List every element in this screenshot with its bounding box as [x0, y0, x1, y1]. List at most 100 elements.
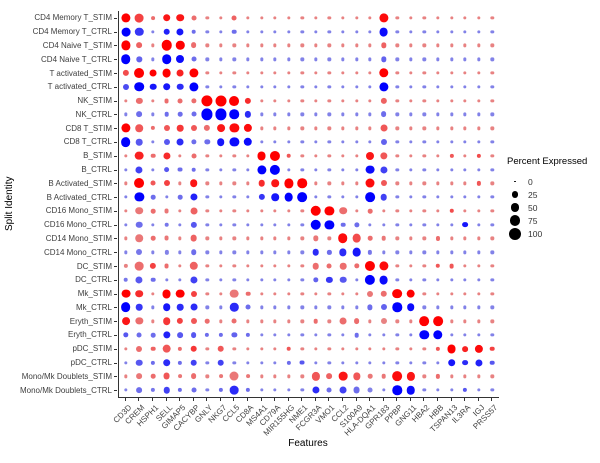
- expression-dot: [354, 43, 359, 48]
- x-tick-mark: [355, 398, 357, 401]
- expression-dot: [409, 222, 413, 227]
- expression-dot: [273, 98, 277, 103]
- expression-dot: [217, 359, 225, 366]
- expression-dot: [232, 222, 237, 227]
- expression-dot: [463, 140, 467, 144]
- expression-dot: [395, 278, 399, 282]
- expression-dot: [300, 222, 304, 227]
- expression-dot: [422, 305, 427, 310]
- expression-dot: [422, 126, 427, 130]
- expression-dot: [273, 305, 277, 310]
- expression-dot: [246, 264, 250, 268]
- x-tick-mark: [165, 398, 167, 401]
- expression-dot: [259, 29, 264, 34]
- expression-dot: [259, 278, 264, 282]
- expression-dot: [136, 304, 143, 311]
- y-tick-mark: [114, 59, 117, 61]
- x-tick-mark: [260, 398, 262, 401]
- expression-dot: [395, 57, 399, 61]
- expression-dot: [232, 43, 237, 48]
- expression-dot: [449, 222, 454, 227]
- expression-dot: [124, 112, 128, 117]
- y-tick-label: Mono/Mk Doublets_CTRL: [19, 385, 112, 395]
- expression-dot: [124, 195, 128, 199]
- expression-dot: [490, 305, 494, 310]
- y-tick-label: Mk_CTRL: [75, 302, 112, 312]
- y-tick-label: CD4 Memory T_STIM: [34, 13, 112, 23]
- expression-dot: [476, 153, 481, 158]
- expression-dot: [243, 137, 253, 147]
- expression-dot: [286, 85, 291, 89]
- expression-dot: [368, 360, 372, 365]
- expression-dot: [379, 82, 389, 92]
- expression-dot: [380, 290, 387, 297]
- x-tick-mark: [409, 398, 411, 401]
- expression-dot: [449, 43, 454, 48]
- expression-dot: [490, 374, 494, 378]
- expression-dot: [216, 138, 225, 146]
- expression-dot: [368, 29, 372, 34]
- expression-dot: [176, 138, 184, 146]
- percent-expressed-legend: Percent Expressed 0 25 50 75 100: [507, 156, 599, 241]
- expression-dot: [300, 112, 304, 117]
- expression-dot: [161, 54, 172, 65]
- expression-dot: [123, 332, 129, 338]
- expression-dot: [286, 264, 291, 268]
- expression-dot: [490, 291, 494, 296]
- expression-dot: [162, 317, 171, 325]
- expression-dot: [422, 360, 427, 365]
- expression-dot: [120, 137, 131, 147]
- expression-dot: [273, 291, 277, 296]
- expression-dot: [273, 222, 277, 227]
- expression-dot: [273, 319, 277, 323]
- expression-dot: [368, 140, 372, 144]
- expression-dot: [273, 43, 277, 48]
- expression-dot: [175, 41, 185, 50]
- expression-dot: [474, 344, 483, 353]
- y-tick-mark: [114, 155, 117, 157]
- expression-dot: [368, 222, 372, 227]
- expression-dot: [449, 236, 454, 241]
- expression-dot: [205, 347, 209, 351]
- expression-dot: [135, 289, 144, 298]
- expression-dot: [409, 333, 413, 337]
- expression-dot: [162, 14, 171, 22]
- expression-dot: [449, 374, 454, 378]
- expression-dot: [135, 165, 143, 174]
- expression-dot: [353, 263, 360, 269]
- expression-dot: [392, 288, 403, 299]
- legend-size-label: 75: [528, 215, 538, 226]
- expression-dot: [314, 195, 318, 199]
- expression-dot: [124, 347, 128, 351]
- expression-dot: [273, 333, 277, 337]
- expression-dot: [406, 303, 415, 312]
- expression-dot: [164, 195, 169, 199]
- expression-dot: [327, 291, 332, 296]
- expression-dot: [163, 138, 170, 145]
- expression-dot: [190, 276, 198, 284]
- expression-dot: [395, 85, 399, 89]
- expression-dot: [435, 236, 440, 241]
- expression-dot: [367, 387, 373, 393]
- expression-dot: [327, 181, 332, 185]
- expression-dot: [314, 154, 318, 158]
- expression-dot: [286, 29, 291, 34]
- expression-dot: [340, 222, 346, 227]
- expression-dot: [462, 387, 468, 393]
- x-tick-mark: [369, 398, 371, 401]
- expression-dot: [422, 98, 427, 103]
- x-tick-mark: [301, 398, 303, 401]
- expression-dot: [354, 154, 359, 158]
- expression-dot: [219, 29, 223, 34]
- expression-dot: [164, 263, 169, 269]
- expression-dot: [476, 236, 481, 241]
- y-tick-label: DC_STIM: [76, 261, 112, 271]
- expression-dot: [436, 98, 440, 103]
- expression-dot: [449, 29, 454, 34]
- expression-dot: [324, 220, 334, 230]
- expression-dot: [178, 374, 182, 379]
- expression-dot: [300, 167, 304, 172]
- expression-dot: [449, 16, 454, 20]
- expression-dot: [436, 388, 440, 392]
- expression-dot: [273, 71, 277, 75]
